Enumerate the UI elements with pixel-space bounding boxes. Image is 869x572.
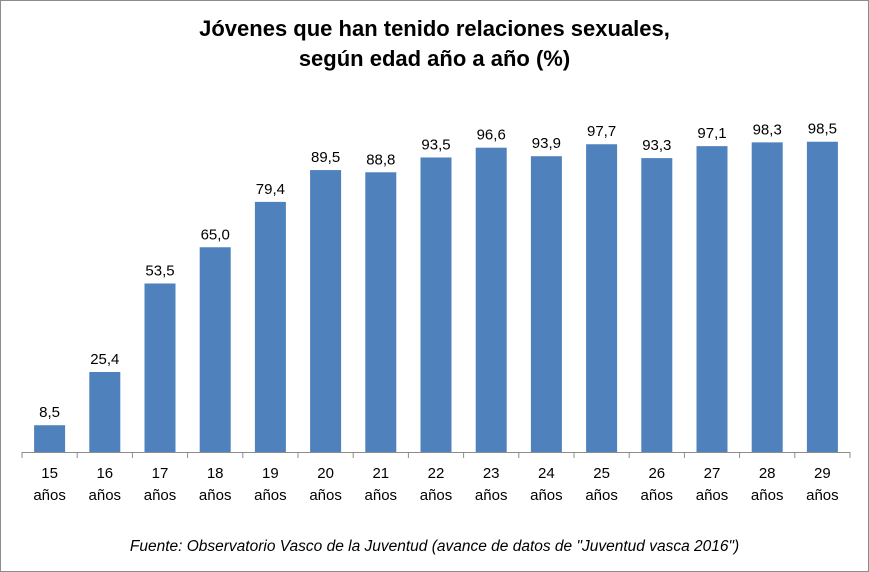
bar-26	[641, 158, 673, 453]
bar-22	[420, 157, 452, 452]
x-tick-label-27: 27 años	[696, 465, 729, 504]
x-tick-label-19: 19 años	[254, 465, 287, 504]
value-label-29: 98,5	[808, 121, 837, 138]
x-tick-label-23: 23 años	[475, 465, 508, 504]
value-label-21: 88,8	[366, 151, 395, 168]
bar-17	[144, 283, 176, 452]
ticks-layer	[21, 452, 851, 458]
bar-27	[696, 146, 728, 452]
x-tick-label-26: 26 años	[641, 465, 674, 504]
bar-28	[751, 142, 783, 453]
value-label-28: 98,3	[753, 121, 782, 138]
x-tick-label-18: 18 años	[199, 465, 232, 504]
x-tick-label-15: 15 años	[33, 465, 66, 504]
value-label-19: 79,4	[256, 181, 285, 198]
x-tick-label-24: 24 años	[530, 465, 563, 504]
x-tick-label-16: 16 años	[89, 465, 122, 504]
value-label-17: 53,5	[145, 262, 174, 279]
bar-25	[586, 144, 618, 452]
bar-18	[199, 247, 231, 452]
value-label-22: 93,5	[421, 136, 450, 153]
value-label-26: 93,3	[642, 137, 671, 154]
value-label-20: 89,5	[311, 149, 340, 166]
bar-23	[475, 147, 507, 452]
source-note: Fuente: Observatorio Vasco de la Juventu…	[129, 538, 740, 555]
value-label-18: 65,0	[201, 226, 230, 243]
value-label-27: 97,1	[697, 125, 726, 142]
chart-title: Jóvenes que han tenido relaciones sexual…	[0, 14, 869, 74]
x-tick-label-21: 21 años	[365, 465, 398, 504]
value-label-24: 93,9	[532, 135, 561, 152]
value-label-16: 25,4	[90, 351, 119, 368]
value-labels-layer: 8,5 25,4 53,5 65,0 79,4 89,5 88,8 93,5 96,6 93,9 9…	[39, 121, 837, 422]
bar-29	[806, 141, 838, 452]
tick-labels-layer: 15 años 16 años 17 años 18 años 19 años 20 años 21 añ…	[33, 465, 838, 504]
bar-20	[310, 170, 342, 452]
x-tick-label-28: 28 años	[751, 465, 784, 504]
x-tick-label-29: 29 años	[806, 465, 839, 504]
value-label-25: 97,7	[587, 123, 616, 140]
chart-title-line-2: según edad año a año (%)	[298, 46, 571, 71]
x-tick-label-22: 22 años	[420, 465, 453, 504]
bar-16	[89, 371, 121, 452]
x-tick-label-25: 25 años	[585, 465, 618, 504]
bars-layer	[34, 141, 838, 453]
bar-19	[254, 201, 286, 452]
value-label-23: 96,6	[477, 127, 506, 144]
chart-title-line-1: Jóvenes que han tenido relaciones sexual…	[199, 16, 670, 41]
x-tick-label-17: 17 años	[144, 465, 177, 504]
value-label-15: 8,5	[39, 404, 60, 421]
x-tick-label-20: 20 años	[309, 465, 342, 504]
bar-24	[530, 156, 562, 452]
bar-21	[365, 172, 397, 452]
bar-15	[34, 425, 66, 452]
